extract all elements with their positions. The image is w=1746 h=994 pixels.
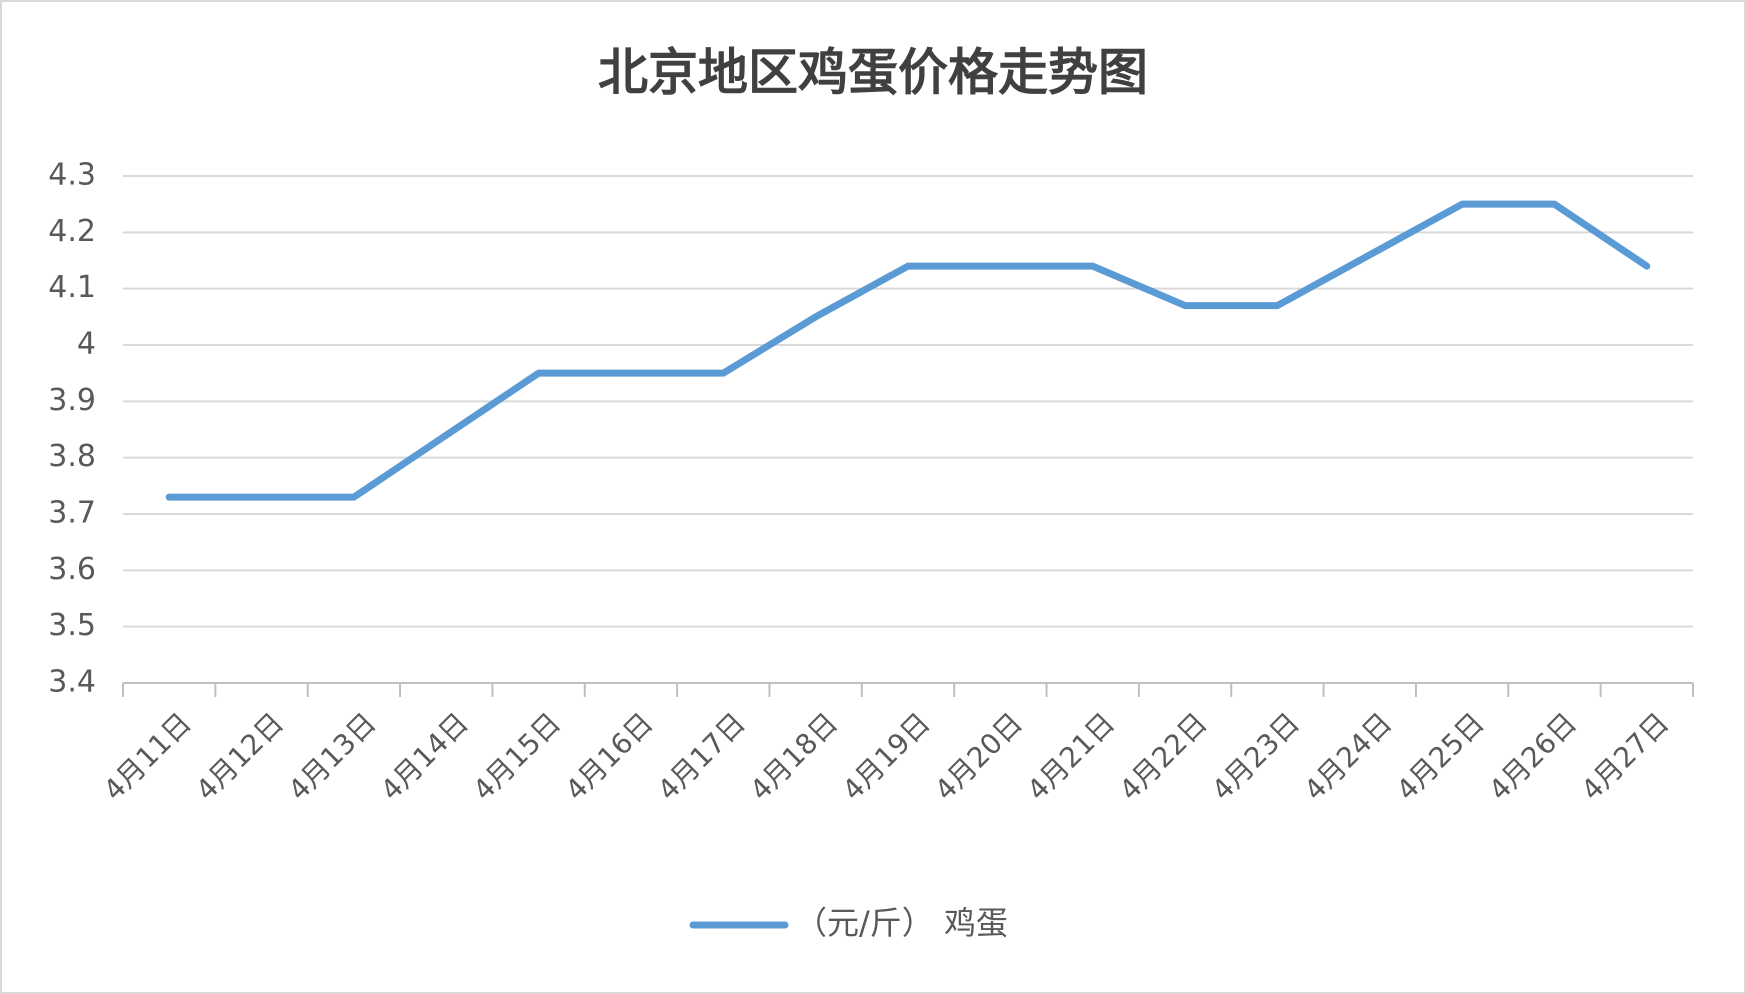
y-tick-label: 4.2 (48, 214, 96, 249)
legend-label: （元/斤） 鸡蛋 (795, 904, 1008, 942)
y-tick-label: 3.7 (48, 496, 96, 531)
y-tick-label: 3.5 (48, 608, 96, 643)
data-line (165, 200, 1651, 501)
y-tick-label: 3.9 (48, 383, 96, 418)
y-tick-label: 3.8 (48, 439, 96, 474)
y-tick-label: 4.1 (48, 270, 96, 305)
chart-title: 北京地区鸡蛋价格走势图 (598, 44, 1148, 102)
y-tick-label: 3.6 (48, 552, 96, 587)
y-tick-label: 4.3 (48, 158, 96, 193)
y-tick-label: 3.4 (48, 665, 96, 700)
y-tick-label: 4 (77, 327, 96, 362)
